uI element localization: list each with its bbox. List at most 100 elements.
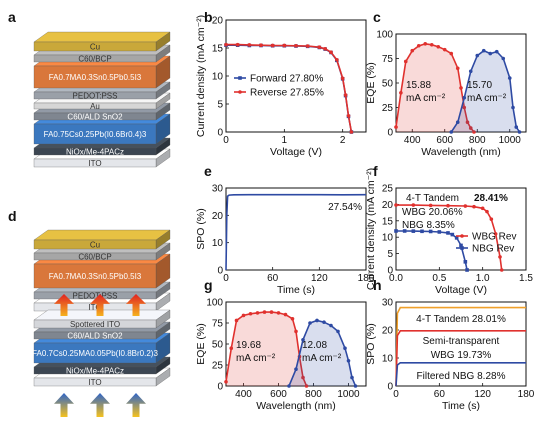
data-point (437, 230, 442, 234)
x-tick-label: 180 (358, 273, 375, 284)
data-point (283, 312, 288, 317)
x-tick-label: 800 (469, 135, 486, 146)
data-point (276, 311, 281, 315)
data-point (454, 236, 459, 240)
data-point (449, 51, 454, 56)
x-tick-label: 400 (235, 389, 252, 400)
data-point (465, 268, 469, 272)
data-point (229, 346, 234, 351)
x-tick-label: 0.0 (389, 273, 403, 284)
data-point (329, 323, 333, 328)
x-tick-label: 120 (474, 389, 491, 400)
y-tick-label: 30 (212, 184, 224, 195)
x-tick-label: 0.5 (432, 273, 446, 284)
layer-label: ITO (88, 303, 101, 312)
panel-label-h: h (373, 277, 382, 293)
data-point (294, 329, 298, 334)
data-point (322, 320, 326, 324)
y-tick-label: 25 (212, 361, 224, 372)
layer-front (33, 65, 157, 89)
layer-label: PEDOT:PSS (73, 291, 118, 300)
layer-front (33, 331, 157, 340)
data-point (294, 43, 298, 48)
y-tick-label: 50 (212, 340, 224, 351)
data-point (499, 268, 504, 272)
series-1 (287, 318, 358, 388)
data-point (248, 311, 253, 316)
y-tick-label: 0 (217, 382, 223, 393)
data-point (301, 375, 305, 380)
series-line (395, 362, 526, 387)
x-tick-label: 600 (270, 389, 287, 400)
layer-label: FA0.7Cs0.25MA0.05Pb(I0.8Br0.2)3 (32, 349, 158, 358)
data-point (235, 42, 240, 47)
data-point (475, 53, 480, 58)
y-tick-label: 50 (382, 79, 394, 90)
layer-front (33, 54, 157, 63)
data-point (446, 203, 450, 208)
series-area (396, 43, 474, 132)
data-point (282, 43, 287, 48)
x-axis-label: Voltage (V) (435, 284, 487, 296)
data-point (481, 48, 486, 53)
layer-front (33, 158, 157, 168)
legend-marker (460, 246, 464, 250)
data-point (472, 204, 476, 209)
panel-label-a: a (8, 9, 16, 25)
plot-frame (395, 301, 527, 387)
full-spectrum-arrow (126, 393, 146, 417)
data-point (501, 56, 506, 61)
layer-label: Cu (90, 42, 100, 51)
layer-front (33, 342, 157, 364)
y-tick-label: 0 (387, 128, 393, 139)
y-tick-label: 75 (382, 54, 394, 65)
layer-label: C60/ALD SnO2 (67, 331, 123, 340)
y-axis-label: Current density (mA cm⁻²) (365, 168, 377, 290)
series-label: WBG 19.73% (431, 350, 492, 361)
stack-a: ITO NiOx/Me-4PACz FA0.75Cs0.25Pb(I0.6Br0.4… (33, 31, 171, 168)
layer-top (33, 31, 171, 43)
y-tick-label: 100 (376, 30, 393, 41)
data-point (329, 50, 333, 54)
layer-label: ITO (88, 378, 101, 387)
series-line (395, 330, 526, 387)
y-tick-label: 20 (212, 16, 224, 27)
series-2 (395, 362, 526, 387)
series-line (396, 204, 503, 271)
series-1 (224, 42, 354, 134)
data-point (416, 43, 421, 48)
chart-c: 400 600 800 1000 0 25 50 75 100 Wavelength (nm) EQ… (365, 30, 527, 158)
y-tick-label: 20 (382, 200, 394, 211)
data-point (403, 59, 408, 64)
data-point (290, 317, 295, 321)
layer-front (33, 112, 157, 121)
y-tick-label: 75 (212, 319, 224, 330)
layer-label: FA0.7MA0.3Sn0.5Pb0.5I3 (49, 272, 142, 281)
data-point (394, 125, 398, 129)
y-tick-label: 0 (387, 382, 393, 393)
layer-front (33, 102, 157, 110)
jsc-unit: mA cm⁻² (302, 353, 342, 364)
series-label: Filtered NBG 8.28% (417, 371, 506, 382)
legend-label: Reverse 27.85% (250, 88, 324, 99)
legend-marker (238, 76, 242, 80)
data-point (511, 105, 515, 110)
data-point (514, 125, 519, 129)
data-point (463, 260, 468, 264)
x-tick-label: 0 (223, 273, 229, 284)
data-point (346, 359, 351, 363)
y-tick-label: 0 (217, 266, 223, 277)
data-point (323, 47, 327, 51)
jsc-value: 19.68 (236, 340, 261, 351)
chart-g: 400 600 800 1000 0 25 50 75 100 Wavelength (nm) EQ… (195, 298, 367, 412)
jsc-unit: mA cm⁻² (467, 93, 507, 104)
x-tick-label: 60 (434, 389, 446, 400)
x-tick-label: 2 (340, 135, 346, 146)
layer-front (33, 123, 157, 145)
jsc-value: 12.08 (302, 340, 327, 351)
x-tick-label: 1000 (499, 135, 522, 146)
red-light-arrow (54, 294, 74, 316)
red-light-arrow (90, 294, 110, 316)
y-tick-label: 10 (212, 72, 224, 83)
y-tick-label: 30 (382, 298, 394, 309)
